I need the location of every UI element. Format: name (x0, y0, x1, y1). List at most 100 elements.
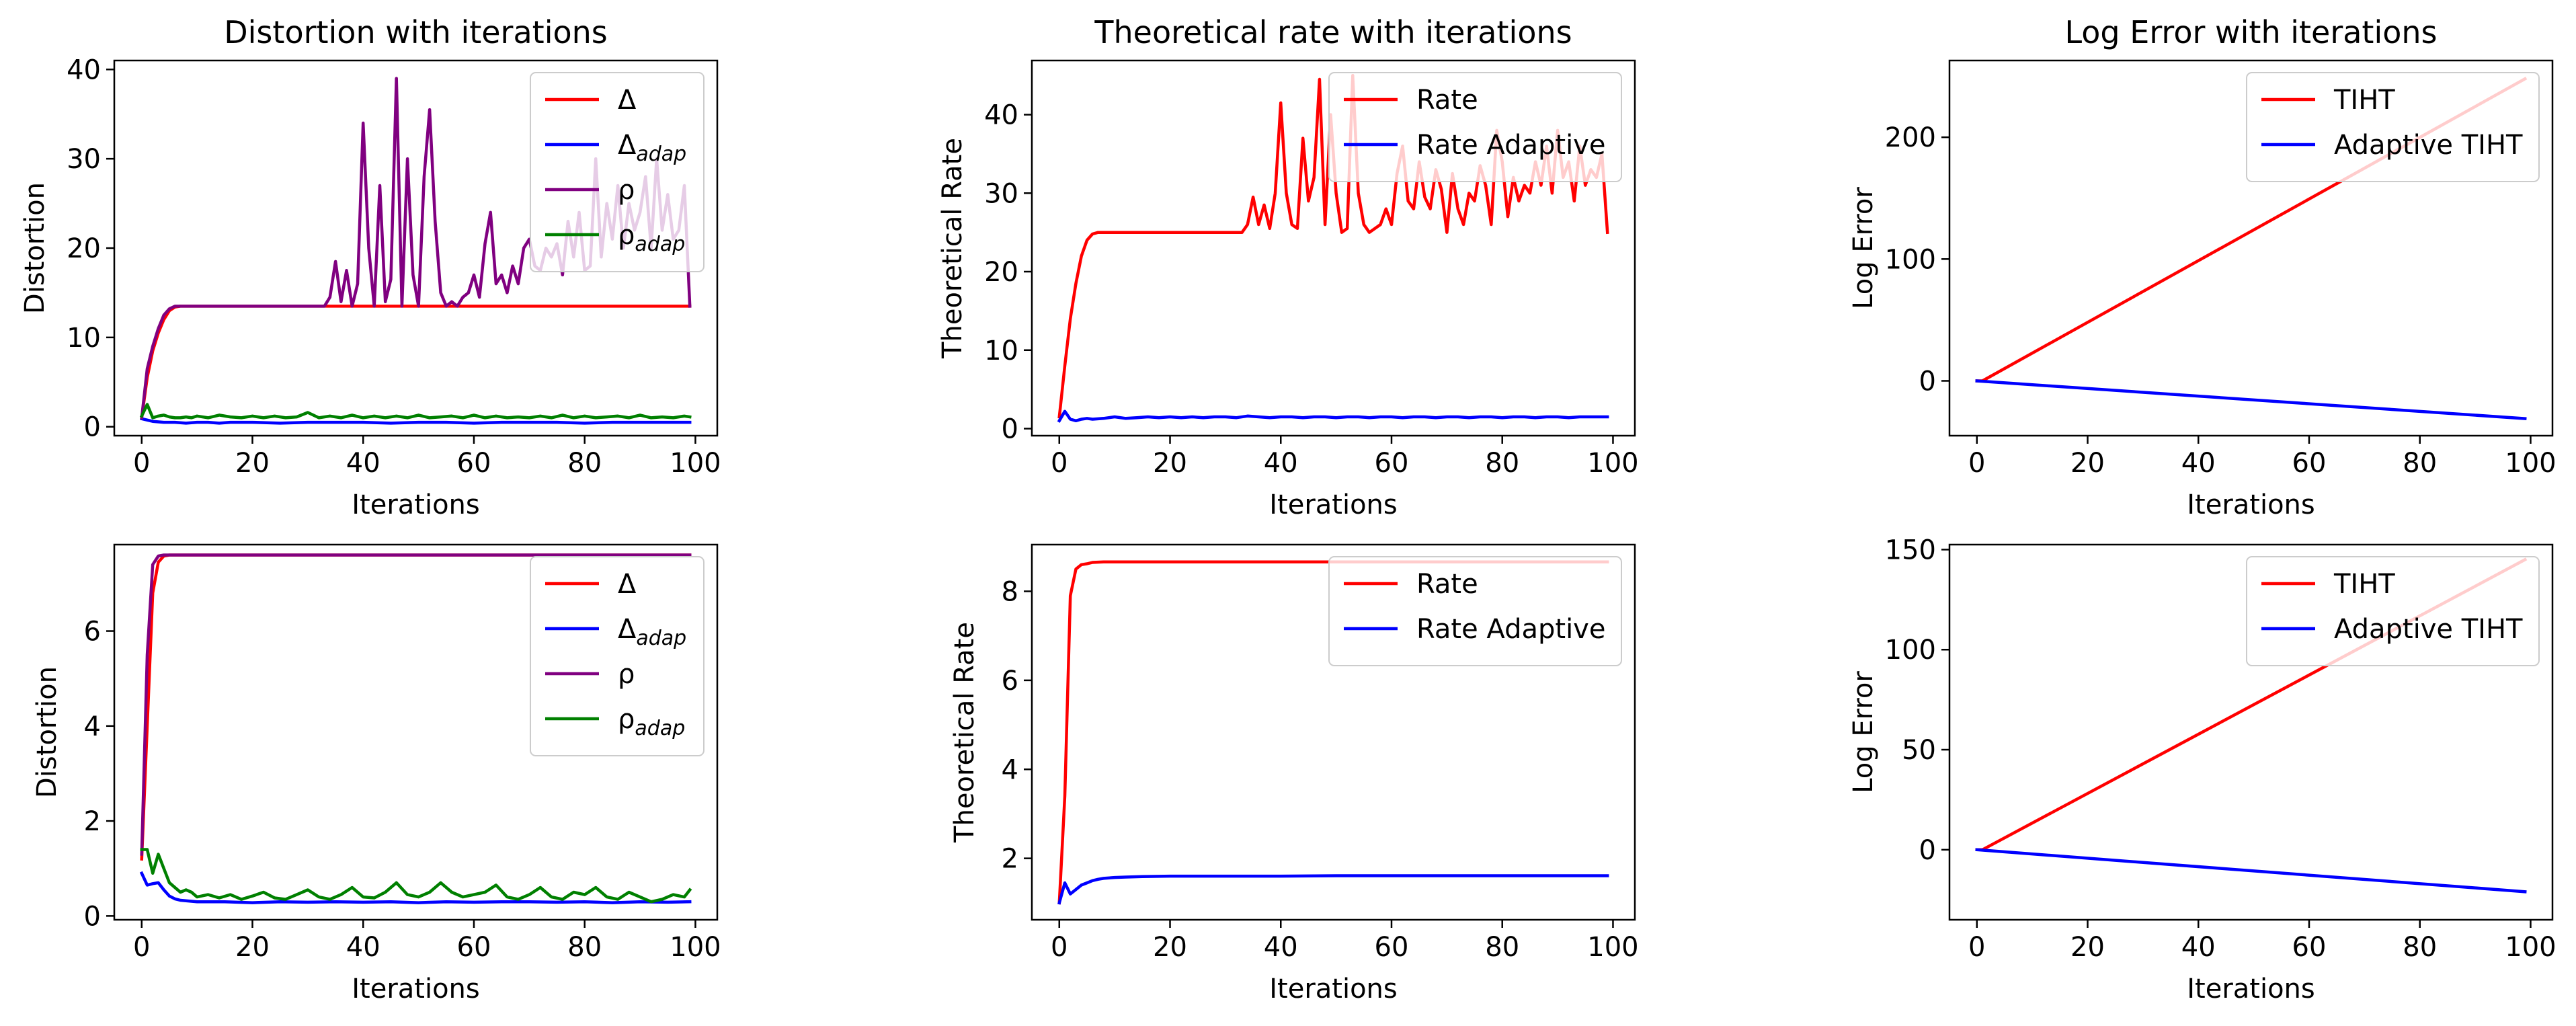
x-axis-label: Iterations (352, 489, 480, 520)
plot-frame (1948, 59, 2554, 437)
x-tick-label: 40 (346, 932, 380, 963)
y-tick-label: 10 (984, 336, 1018, 366)
y-tick-label: 20 (67, 233, 101, 264)
legend-box (530, 556, 705, 756)
x-tick-label: 40 (1264, 448, 1298, 479)
legend-box (2246, 556, 2540, 666)
y-tick-label: 40 (67, 54, 101, 85)
chart-title: Log Error with iterations (2064, 14, 2437, 50)
x-tick-label: 80 (1485, 932, 1519, 963)
x-tick-label: 20 (1153, 448, 1187, 479)
panel-6: 0 20 40 60 80 100 0 50 100 150 Iterations Log Error… (1848, 535, 2557, 1004)
chart-title: Distortion with iterations (224, 14, 608, 50)
y-axis-label-group: Distortion (32, 666, 63, 798)
legend: TIHT Adaptive TIHT (2246, 556, 2540, 666)
x-tick-label: 100 (670, 932, 721, 963)
y-axis-label: Log Error (1848, 671, 1879, 793)
series-line-2 (140, 417, 692, 425)
x-axis-label: Iterations (1269, 974, 1398, 1004)
legend: Δ Δadap ρ ρadap (530, 72, 705, 272)
legend-label: Rate (1416, 569, 1478, 600)
y-axis-label-group: Distortion (19, 182, 50, 314)
x-tick-label: 20 (235, 932, 270, 963)
y-axis-label: Theoretical Rate (949, 622, 980, 843)
y-tick-label: 4 (1002, 754, 1018, 785)
x-axis-label: Iterations (2187, 489, 2315, 520)
y-tick-label: 200 (1885, 122, 1936, 153)
legend-label: Δadap (618, 130, 686, 166)
x-tick-label: 0 (1968, 932, 1985, 963)
legend-label: Adaptive TIHT (2334, 130, 2523, 161)
y-tick-label: 0 (1919, 366, 1936, 397)
x-tick-label: 100 (2505, 448, 2556, 479)
x-tick-label: 60 (1375, 932, 1409, 963)
series-line-4 (140, 848, 692, 904)
y-tick-label: 6 (84, 617, 101, 647)
x-axis-label: Iterations (352, 974, 480, 1004)
panel-5: 0 20 40 60 80 100 2 4 6 8 Iterations Theoretical Ra… (949, 543, 1639, 1004)
x-tick-label: 40 (346, 448, 380, 479)
legend-label: TIHT (2333, 85, 2395, 116)
x-tick-label: 60 (2292, 448, 2327, 479)
y-tick-label: 150 (1885, 535, 1936, 565)
x-tick-label: 20 (1153, 932, 1187, 963)
x-tick-label: 80 (1485, 448, 1519, 479)
legend-label: TIHT (2333, 569, 2395, 600)
x-tick-label: 100 (2505, 932, 2556, 963)
y-axis-label-group: Log Error (1848, 671, 1879, 793)
x-tick-label: 20 (2070, 932, 2105, 963)
x-axis-label: Iterations (1269, 489, 1398, 520)
x-tick-label: 40 (1264, 932, 1298, 963)
x-tick-label: 0 (1968, 448, 1985, 479)
legend-label: Δadap (618, 614, 686, 650)
x-tick-label: 0 (133, 448, 150, 479)
y-tick-label: 0 (1919, 835, 1936, 866)
legend: TIHT Adaptive TIHT (2246, 72, 2540, 182)
y-axis-label: Theoretical Rate (937, 138, 968, 359)
y-tick-label: 30 (984, 178, 1018, 209)
legend-box (1328, 556, 1622, 666)
panel-1: Distortion with iterations 0 20 40 60 80 100 0 1… (19, 14, 721, 520)
plot-frame (1031, 59, 1636, 437)
x-tick-label: 0 (1051, 448, 1068, 479)
y-tick-label: 0 (84, 412, 101, 443)
plot-frame (113, 543, 719, 921)
x-tick-label: 0 (1051, 932, 1068, 963)
plot-frame (1031, 543, 1636, 921)
y-tick-label: 10 (67, 323, 101, 354)
x-tick-label: 60 (1375, 448, 1409, 479)
series-line-2 (1057, 409, 1609, 423)
y-tick-label: 40 (984, 100, 1018, 131)
legend-label: ρadap (618, 704, 685, 740)
x-tick-label: 20 (2070, 448, 2105, 479)
y-tick-label: 100 (1885, 244, 1936, 275)
legend-label: ρ (618, 175, 635, 206)
legend-label: ρ (618, 659, 635, 690)
x-tick-label: 80 (567, 448, 602, 479)
y-axis-label: Distortion (32, 666, 63, 798)
x-tick-label: 40 (2181, 448, 2216, 479)
x-tick-label: 100 (670, 448, 721, 479)
y-tick-label: 8 (1002, 577, 1018, 608)
y-axis-label-group: Theoretical Rate (937, 138, 968, 359)
chart-title: Theoretical rate with iterations (1094, 14, 1572, 50)
x-tick-label: 100 (1587, 932, 1638, 963)
legend: Rate Rate Adaptive (1328, 72, 1622, 182)
x-tick-label: 20 (235, 448, 270, 479)
panel-3: Log Error with iterations 0 20 40 60 80 100 0 10… (1848, 14, 2557, 520)
x-tick-label: 40 (2181, 932, 2216, 963)
y-tick-label: 0 (1002, 413, 1018, 444)
legend-label: Rate Adaptive (1416, 130, 1605, 161)
y-tick-label: 2 (84, 806, 101, 837)
x-tick-label: 80 (567, 932, 602, 963)
x-tick-label: 60 (457, 448, 491, 479)
x-tick-label: 100 (1587, 448, 1638, 479)
x-axis-label: Iterations (2187, 974, 2315, 1004)
legend-label: Rate (1416, 85, 1478, 116)
legend-label: Rate Adaptive (1416, 614, 1605, 645)
x-tick-label: 80 (2403, 448, 2437, 479)
panel-2: Theoretical rate with iterations 0 20 40 60 8… (937, 14, 1639, 520)
panel-4: 0 20 40 60 80 100 0 2 4 6 Iterations Distortion Δ Δad… (32, 543, 721, 1004)
y-tick-label: 50 (1902, 735, 1936, 766)
